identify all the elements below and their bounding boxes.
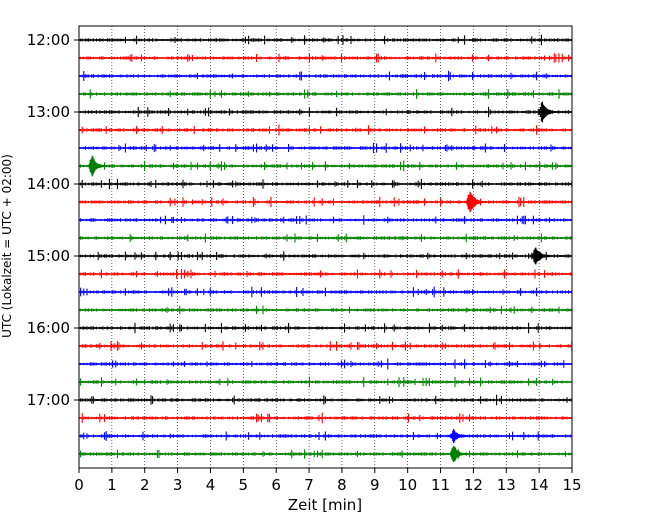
x-tick-label: 14	[530, 476, 549, 494]
trace-noise	[78, 70, 573, 82]
trace-row	[78, 178, 573, 190]
y-tick-label: 14:00	[27, 175, 70, 193]
seismic-event	[449, 428, 467, 444]
trace-noise	[78, 53, 573, 63]
trace-row	[78, 191, 573, 213]
x-tick-label: 15	[562, 476, 581, 494]
y-tick-label: 15:00	[27, 247, 70, 265]
y-tick-label: 16:00	[27, 319, 70, 337]
x-tick-label: 11	[431, 476, 450, 494]
trace-noise	[78, 160, 573, 172]
trace-row	[78, 394, 573, 406]
x-tick-label: 5	[239, 476, 249, 494]
y-tick-label: 17:00	[27, 391, 70, 409]
trace-row	[78, 269, 573, 279]
trace-noise	[78, 394, 573, 406]
trace-row	[78, 142, 573, 154]
trace-noise	[78, 250, 573, 262]
plot-area	[78, 25, 573, 469]
x-axis: 0 1 2 3 4 5 6 7 8 9 10 11 12 13 14 15	[74, 468, 582, 494]
x-tick-label: 3	[173, 476, 183, 494]
y-tick-label: 13:00	[27, 103, 70, 121]
x-tick-label: 9	[370, 476, 380, 494]
trace-row	[78, 101, 573, 123]
trace-row	[78, 53, 573, 63]
trace-row	[78, 70, 573, 82]
seismic-event	[538, 101, 556, 123]
trace-row	[78, 376, 573, 388]
trace-row	[78, 412, 573, 424]
trace-noise	[78, 178, 573, 190]
trace-noise	[78, 449, 573, 459]
trace-noise	[78, 358, 573, 370]
trace-noise	[78, 89, 573, 99]
trace-row	[78, 247, 573, 265]
trace-row	[78, 322, 573, 334]
x-tick-label: 6	[271, 476, 281, 494]
x-tick-label: 12	[464, 476, 483, 494]
seismic-event	[87, 155, 106, 177]
x-tick-label: 0	[74, 476, 84, 494]
trace-noise	[78, 286, 573, 298]
trace-row	[78, 34, 573, 46]
trace-row	[78, 124, 573, 136]
trace-noise	[78, 431, 573, 441]
seismic-event	[449, 445, 467, 463]
trace-noise	[78, 142, 573, 154]
x-axis-label: Zeit [min]	[288, 496, 362, 514]
trace-row	[78, 233, 573, 243]
x-tick-label: 7	[304, 476, 314, 494]
plot-frame	[78, 25, 573, 469]
x-tick-label: 10	[398, 476, 417, 494]
trace-noise	[78, 341, 573, 351]
trace-row	[78, 445, 573, 463]
trace-noise	[78, 34, 573, 46]
trace-noise	[78, 322, 573, 334]
trace-row	[78, 155, 573, 177]
x-tick-label: 1	[107, 476, 117, 494]
x-tick-label: 2	[140, 476, 150, 494]
x-tick-label: 4	[206, 476, 216, 494]
trace-row	[78, 89, 573, 99]
x-tick-label: 8	[337, 476, 347, 494]
trace-noise	[78, 233, 573, 243]
trace-noise	[78, 215, 573, 225]
trace-row	[78, 428, 573, 444]
trace-row	[78, 305, 573, 315]
trace-noise	[78, 269, 573, 279]
trace-noise	[78, 124, 573, 136]
trace-noise	[78, 412, 573, 424]
y-tick-label: 12:00	[27, 31, 70, 49]
seismic-event	[531, 247, 550, 265]
trace-row	[78, 215, 573, 225]
trace-row	[78, 286, 573, 298]
trace-noise	[78, 196, 573, 208]
trace-noise	[78, 106, 573, 118]
trace-noise	[78, 305, 573, 315]
trace-noise	[78, 376, 573, 388]
seismic-event	[465, 191, 484, 213]
y-axis: 12:00 13:00 14:00 15:00 16:00 17:00	[27, 31, 79, 409]
trace-row	[78, 358, 573, 370]
y-axis-label: UTC (Lokalzeit = UTC + 02:00)	[0, 154, 14, 338]
trace-row	[78, 341, 573, 351]
x-tick-label: 13	[497, 476, 516, 494]
